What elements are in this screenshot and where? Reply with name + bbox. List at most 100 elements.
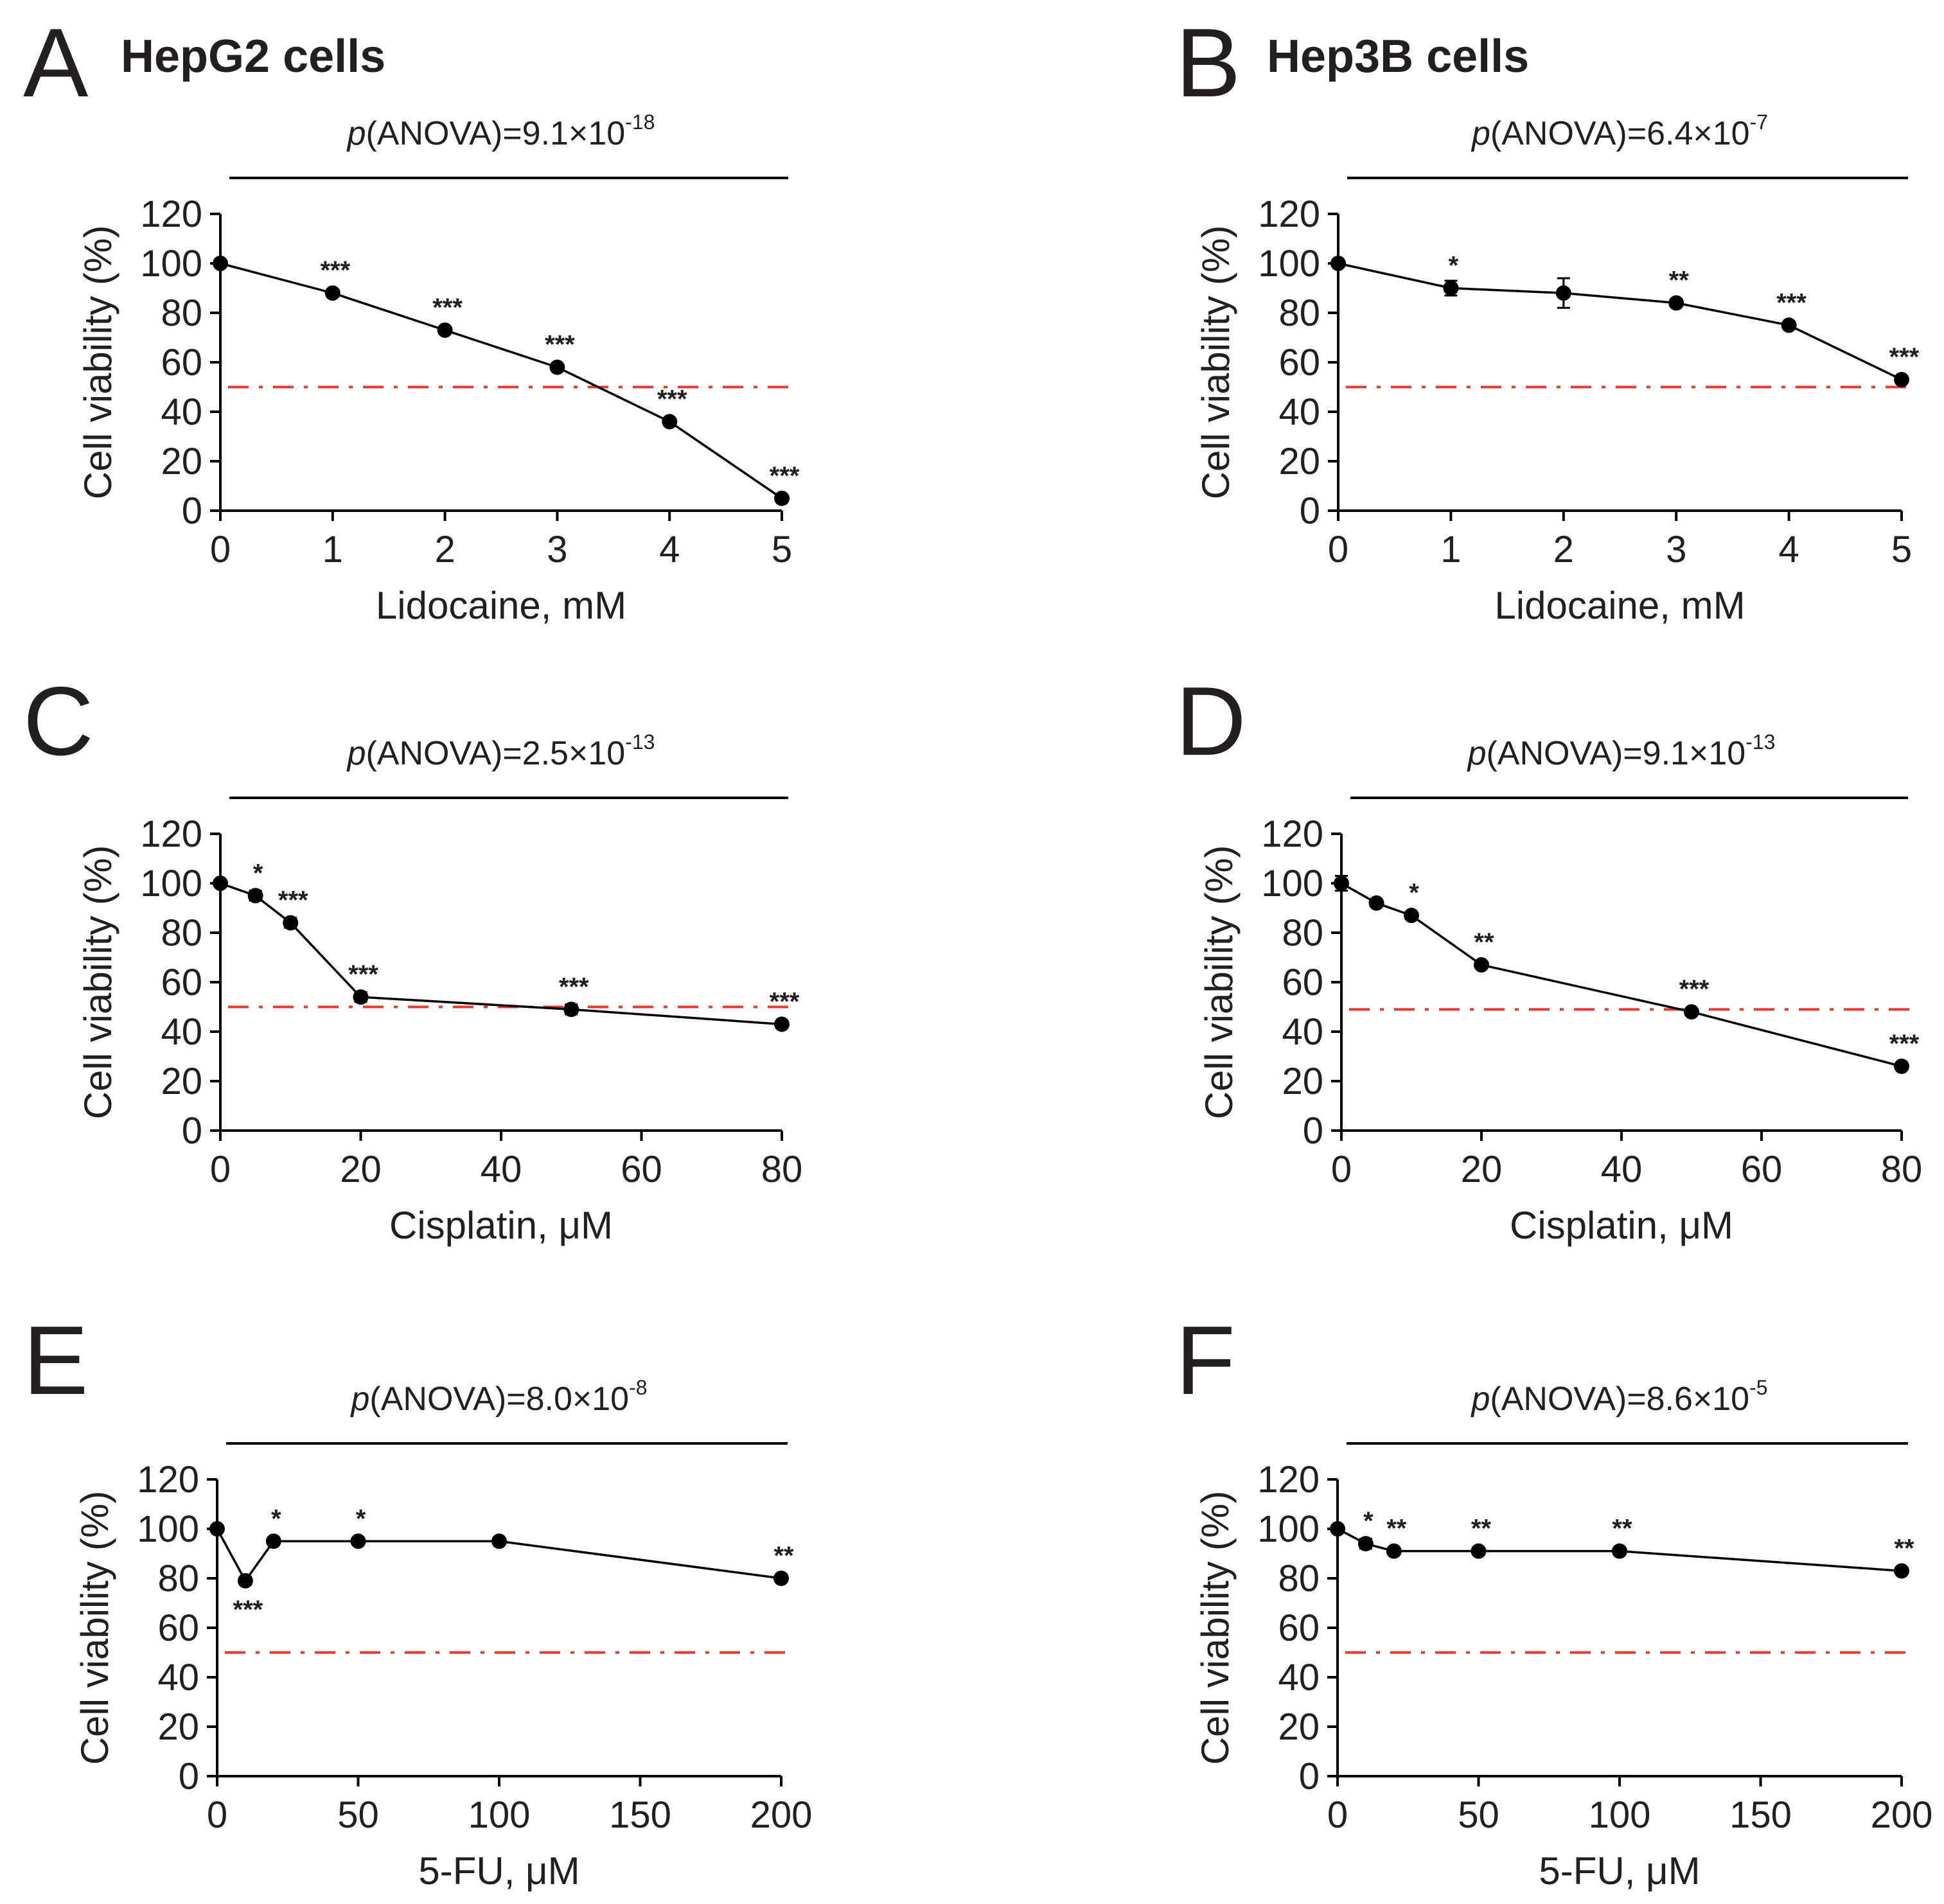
- significance-mark: ***: [1889, 343, 1920, 371]
- y-tick-label: 20: [1278, 441, 1320, 482]
- y-tick-label: 100: [140, 243, 202, 285]
- p-symbol: p: [1470, 1380, 1490, 1418]
- y-tick-label: 0: [1300, 490, 1320, 532]
- data-point: [1555, 285, 1571, 301]
- data-point: [213, 256, 228, 271]
- significance-mark: **: [1386, 1515, 1407, 1543]
- y-tick-label: 60: [157, 1607, 199, 1649]
- significance-mark: ***: [770, 987, 800, 1016]
- y-axis-label: Cell viability (%): [73, 1491, 116, 1765]
- data-point: [1471, 1543, 1487, 1559]
- significance-mark: ***: [278, 886, 308, 915]
- x-tick-label: 60: [1741, 1149, 1783, 1190]
- p-anova-value: (ANOVA)=2.5×10: [366, 735, 625, 772]
- p-anova-label: p(ANOVA)=8.0×10-8: [349, 1376, 647, 1418]
- y-tick-label: 0: [182, 490, 202, 532]
- significance-mark: ***: [233, 1596, 263, 1624]
- significance-mark: ***: [1889, 1030, 1920, 1058]
- data-point: [549, 359, 565, 375]
- significance-mark: ***: [348, 960, 378, 989]
- panel-a: Ap(ANOVA)=9.1×10-18 0 20 40 60 80 100 120 0 1 2 3 4 5…: [23, 8, 800, 627]
- data-point: [563, 1001, 579, 1018]
- x-tick-label: 80: [761, 1149, 803, 1190]
- significance-mark: *: [253, 859, 263, 887]
- x-tick-label: 200: [1871, 1794, 1933, 1836]
- x-tick-label: 50: [337, 1794, 379, 1836]
- significance-mark: **: [1669, 267, 1690, 295]
- x-axis-label: Lidocaine, mM: [376, 584, 626, 627]
- data-point: [1894, 1563, 1909, 1579]
- data-point: [774, 1016, 790, 1032]
- x-tick-label: 3: [1666, 529, 1686, 570]
- x-tick-label: 0: [1327, 1794, 1348, 1836]
- p-symbol: p: [1471, 115, 1490, 152]
- y-tick-label: 20: [161, 1061, 202, 1102]
- x-tick-label: 1: [1440, 529, 1461, 570]
- series-line: [1341, 882, 1902, 1068]
- x-tick-label: 20: [340, 1149, 382, 1190]
- data-point: [237, 1573, 253, 1589]
- p-anova-value: (ANOVA)=9.1×10: [1486, 735, 1745, 772]
- y-tick-label: 60: [161, 962, 202, 1003]
- significance-mark: ***: [432, 294, 463, 322]
- y-tick-label: 40: [1282, 1011, 1323, 1053]
- data-point: [350, 1533, 366, 1549]
- y-tick-label: 100: [1258, 243, 1320, 285]
- significance-mark: ***: [545, 331, 575, 359]
- y-tick-label: 60: [1278, 342, 1320, 383]
- y-tick-label: 60: [1278, 1607, 1320, 1649]
- y-tick-label: 120: [1261, 813, 1323, 855]
- y-tick-label: 80: [1278, 1558, 1320, 1600]
- x-axis-label: Cisplatin, μM: [1510, 1204, 1733, 1247]
- x-tick-label: 0: [210, 1149, 231, 1190]
- series-line: [220, 262, 782, 500]
- y-axis-label: Cell viability (%): [76, 845, 119, 1120]
- right-column-title: Hep3B cells: [1267, 31, 1529, 82]
- significance-mark: *: [271, 1504, 281, 1533]
- y-tick-label: 0: [182, 1110, 202, 1152]
- significance-mark: ***: [1679, 975, 1710, 1003]
- panel-letter: D: [1176, 667, 1246, 776]
- significance-mark: ***: [1776, 288, 1807, 317]
- x-tick-label: 0: [1328, 529, 1348, 570]
- y-tick-label: 60: [1282, 962, 1323, 1003]
- p-anova-exponent: -7: [1750, 110, 1768, 134]
- data-point: [1684, 1004, 1699, 1020]
- p-symbol: p: [1467, 735, 1487, 772]
- data-point: [1334, 876, 1349, 891]
- series-line: [216, 1528, 782, 1583]
- panel-letter: B: [1176, 8, 1241, 118]
- x-tick-label: 200: [750, 1794, 813, 1836]
- y-tick-label: 20: [1282, 1061, 1323, 1102]
- data-point: [662, 414, 678, 430]
- data-point: [1894, 371, 1909, 387]
- y-tick-label: 0: [1299, 1756, 1320, 1797]
- y-tick-label: 120: [140, 813, 202, 855]
- data-point: [1330, 1521, 1345, 1537]
- p-anova-exponent: -13: [1745, 730, 1775, 754]
- y-tick-label: 40: [1278, 1657, 1320, 1698]
- p-symbol: p: [349, 1380, 369, 1418]
- left-column-title: HepG2 cells: [121, 31, 385, 82]
- x-tick-label: 2: [1553, 529, 1574, 570]
- data-point: [283, 915, 299, 931]
- y-tick-label: 20: [157, 1706, 199, 1748]
- significance-mark: ***: [657, 385, 687, 413]
- y-tick-label: 120: [1257, 1459, 1320, 1501]
- panel-letter: E: [23, 1306, 88, 1415]
- y-tick-label: 0: [179, 1756, 199, 1797]
- panel-letter: F: [1176, 1306, 1235, 1415]
- p-symbol: p: [346, 115, 366, 152]
- x-tick-label: 80: [1881, 1149, 1923, 1190]
- p-anova-value: (ANOVA)=8.0×10: [369, 1380, 629, 1418]
- data-point: [1357, 1536, 1374, 1552]
- y-tick-label: 120: [137, 1459, 199, 1501]
- x-axis-label: Cisplatin, μM: [389, 1204, 613, 1247]
- p-anova-exponent: -18: [625, 110, 655, 134]
- data-point: [209, 1521, 225, 1537]
- y-tick-label: 20: [161, 441, 202, 482]
- x-tick-label: 5: [1891, 529, 1912, 570]
- p-anova-label: p(ANOVA)=9.1×10-18: [346, 110, 655, 152]
